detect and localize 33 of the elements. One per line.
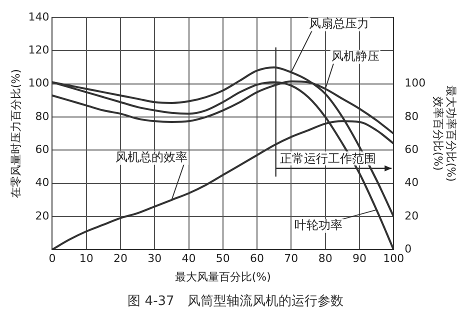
y2-tick-label: 100 bbox=[404, 76, 426, 90]
x-tick-label: 20 bbox=[113, 252, 128, 266]
y2-axis-title: 最大功率百分比(%) 效率百分比(%) bbox=[431, 86, 458, 182]
text: 叶轮功率 bbox=[294, 218, 343, 232]
y-tick-label: 80 bbox=[35, 110, 50, 123]
x-tick-label: 80 bbox=[318, 252, 332, 266]
x-tick-label: 60 bbox=[250, 252, 264, 266]
x-tick-label: 40 bbox=[182, 252, 196, 266]
x-tick-label: 90 bbox=[352, 252, 366, 266]
y2-tick-label: 20 bbox=[404, 209, 419, 222]
x-tick-label: 100 bbox=[383, 252, 404, 266]
y2-tick-label: 40 bbox=[404, 176, 419, 190]
x-tick-label: 0 bbox=[48, 252, 56, 266]
y-tick-label: 100 bbox=[28, 76, 50, 90]
text: 风扇总压力 bbox=[309, 16, 370, 30]
x-tick-label: 70 bbox=[284, 252, 298, 266]
y2-tick-label: 80 bbox=[404, 110, 419, 123]
x-tick-label: 30 bbox=[148, 252, 162, 266]
ref-line-label: 正常运行工作范围 bbox=[280, 152, 376, 166]
y-tick-label: 120 bbox=[28, 44, 50, 57]
x-tick-label: 50 bbox=[216, 252, 230, 266]
y-tick-label: 60 bbox=[35, 143, 50, 156]
y-tick-label: 40 bbox=[35, 176, 50, 190]
y2-tick-label: 0 bbox=[404, 242, 412, 256]
y2-tick-label: 60 bbox=[404, 143, 419, 156]
caption: 图 4-37 风筒型轴流风机的运行参数 bbox=[126, 293, 344, 310]
x-tick-label: 10 bbox=[79, 252, 94, 266]
text: 风机静压 bbox=[331, 48, 380, 63]
y-axis-title: 在零风量时压力百分比(%) bbox=[9, 69, 22, 198]
y-tick-label: 20 bbox=[35, 209, 50, 222]
text: 风机总的效率 bbox=[116, 150, 188, 164]
x-axis-title: 最大风量百分比(%) bbox=[174, 270, 271, 284]
y-tick-label: 140 bbox=[28, 10, 50, 24]
